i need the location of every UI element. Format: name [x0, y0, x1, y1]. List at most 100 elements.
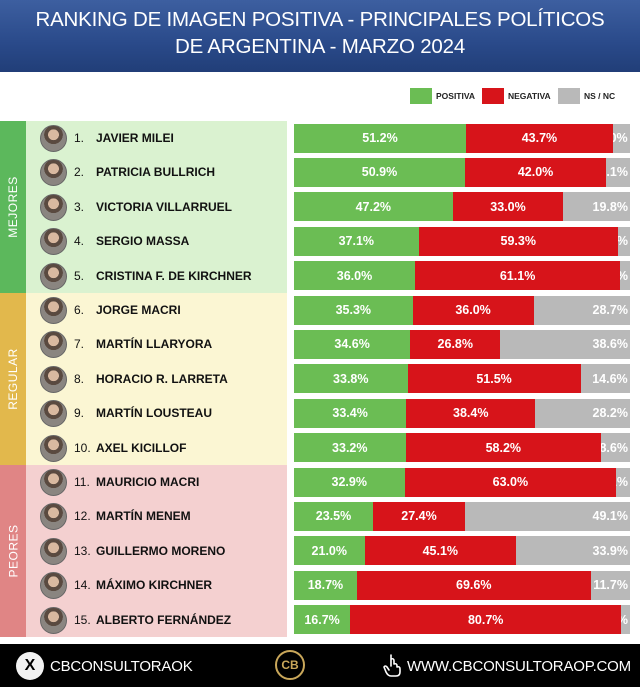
bar-segment-pos: 32.9% [294, 467, 405, 497]
politician-row: 5. CRISTINA F. DE KIRCHNER [0, 259, 287, 293]
politician-row: 1. JAVIER MILEI [0, 121, 287, 155]
politician-name: JAVIER MILEI [96, 131, 174, 145]
politician-name: MÁXIMO KIRCHNER [96, 578, 212, 593]
avatar [40, 193, 67, 221]
bar-segment-neg: 36.0% [412, 295, 534, 325]
bar-segment-neg: 63.0% [404, 467, 617, 497]
politician-name: MARTÍN MENEM [96, 509, 191, 524]
politician-name: SERGIO MASSA [96, 234, 190, 249]
politician-row: 3. VICTORIA VILLARRUEL [0, 190, 287, 224]
bar-segment-ns: 5.0% [612, 123, 630, 153]
politician-row: 6. JORGE MACRI [0, 293, 287, 327]
bar-segment-ns: 8.6% [601, 433, 630, 463]
avatar [40, 537, 67, 565]
stacked-bar: 34.6% 26.8% 38.6% [294, 329, 630, 359]
politician-row: 13. GUILLERMO MORENO [0, 534, 287, 568]
legend-label-negativa: NEGATIVA [508, 91, 551, 101]
stacked-bar: 16.7%80.7%2.6% [294, 605, 630, 635]
stacked-bar: 33.8% 51.5% 14.6% [294, 364, 630, 394]
bar-segment-pos: 47.2% [294, 192, 453, 222]
bar-segment-pos: 35.3% [294, 295, 413, 325]
avatar [40, 125, 67, 152]
bar-segment-neg: 45.1% [364, 536, 517, 566]
bar-segment-neg: 27.4% [372, 501, 466, 531]
bar-segment-ns: 28.2% [535, 398, 630, 428]
politician-row: 10. AXEL KICILLOF [0, 431, 287, 465]
stacked-bar: 50.9%42.0%7.1% [294, 157, 630, 187]
politician-name: GUILLERMO MORENO [96, 543, 226, 558]
stacked-bar: 36.0%61.1%2.9% [294, 261, 630, 291]
bar-segment-pos: 18.7% [294, 570, 357, 600]
politician-row: 15. ALBERTO FERNÁNDEZ [0, 603, 287, 637]
avatar [40, 606, 67, 634]
avatar [40, 228, 67, 256]
politician-name: MARTÍN LLARYORA [96, 337, 213, 352]
politician-name: VICTORIA VILLARRUEL [96, 199, 233, 214]
bar-segment-neg: 42.0% [465, 157, 607, 187]
bar-segment-neg: 59.3% [418, 226, 618, 256]
bar-segment-ns: 14.6% [580, 364, 630, 394]
politician-row: 14. MÁXIMO KIRCHNER [0, 568, 287, 602]
avatar [40, 572, 67, 600]
stacked-bar: 37.1%59.3%3.6% [294, 226, 630, 256]
bar-segment-pos: 21.0% [294, 536, 365, 566]
legend-item-nsnc: NS / NC [558, 88, 615, 104]
bar-segment-neg: 33.0% [452, 192, 564, 222]
bar-segment-pos: 36.0% [294, 261, 415, 291]
bar-segment-pos: 33.2% [294, 433, 406, 463]
politician-row: 7. MARTÍN LLARYORA [0, 327, 287, 361]
avatar [40, 400, 67, 428]
rank-number: 15. [74, 612, 91, 627]
bar-segment-pos: 37.1% [294, 226, 419, 256]
politician-name: CRISTINA F. DE KIRCHNER [96, 268, 252, 283]
politician-name: PATRICIA BULLRICH [96, 165, 216, 180]
bar-segment-ns: 4.1% [616, 467, 630, 497]
bar-segment-ns: 3.6% [617, 226, 630, 256]
politician-row: 2. PATRICIA BULLRICH [0, 155, 287, 189]
politician-row: 11. MAURICIO MACRI [0, 465, 287, 499]
bar-segment-ns: 38.6% [500, 329, 630, 359]
bar-segment-pos: 51.2% [294, 123, 467, 153]
politician-name: MAURICIO MACRI [96, 475, 200, 489]
politician-name: MARTÍN LOUSTEAU [96, 406, 212, 421]
pointer-hand-icon [383, 654, 401, 677]
bar-segment-ns: 28.7% [533, 295, 630, 325]
rank-number: 8. [74, 371, 85, 386]
stacked-bar: 47.2% 33.0% 19.8% [294, 192, 630, 222]
x-logo-icon[interactable]: X [16, 652, 44, 680]
rank-number: 12. [74, 509, 91, 524]
website-link[interactable]: WWW.CBCONSULTORAOP.COM [407, 658, 631, 675]
chart-title-line-2: DE ARGENTINA - MARZO 2024 [174, 35, 466, 58]
bar-segment-pos: 33.4% [294, 398, 407, 428]
legend-item-negativa: NEGATIVA [482, 88, 551, 104]
stacked-bar: 18.7% 69.6% 11.7% [294, 570, 630, 600]
cb-logo-icon: CB [275, 650, 305, 680]
legend-label-nsnc: NS / NC [584, 91, 616, 101]
legend-item-positiva: POSITIVA [410, 88, 475, 104]
legend-label-positiva: POSITIVA [436, 91, 476, 101]
bar-segment-pos: 33.8% [294, 364, 408, 394]
rank-number: 3. [74, 199, 85, 214]
bar-segment-neg: 80.7% [350, 605, 622, 635]
rank-number: 14. [74, 578, 91, 593]
bar-segment-neg: 51.5% [407, 364, 581, 394]
bar-segment-ns: 49.1% [465, 501, 630, 531]
politician-name: JORGE MACRI [96, 303, 181, 317]
politician-name: ALBERTO FERNÁNDEZ [96, 612, 232, 627]
avatar [40, 297, 67, 324]
group-side-label: MEJORES [0, 121, 26, 293]
avatar [40, 434, 67, 462]
bar-segment-pos: 16.7% [294, 605, 351, 635]
bar-segment-neg: 43.7% [466, 123, 613, 153]
social-handle: CBCONSULTORAOK [50, 658, 193, 675]
avatar [40, 469, 67, 496]
bar-segment-pos: 50.9% [294, 157, 466, 187]
group-side-label: PEORES [0, 465, 26, 637]
politician-name: AXEL KICILLOF [96, 440, 187, 455]
bar-segment-pos: 34.6% [294, 329, 411, 359]
bar-segment-ns: 33.9% [516, 536, 630, 566]
stacked-bar: 21.0% 45.1% 33.9% [294, 536, 630, 566]
bar-segment-neg: 69.6% [356, 570, 591, 600]
politician-row: 9. MARTÍN LOUSTEAU [0, 396, 287, 430]
bar-segment-ns: 7.1% [606, 157, 630, 187]
